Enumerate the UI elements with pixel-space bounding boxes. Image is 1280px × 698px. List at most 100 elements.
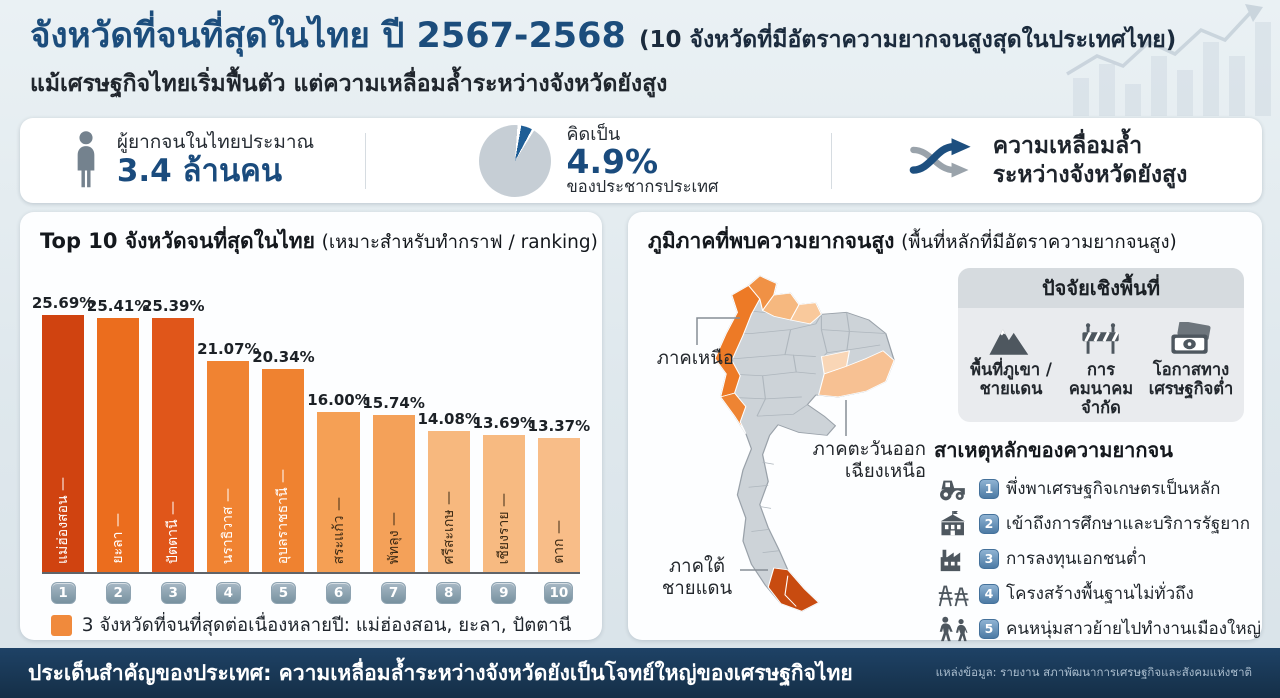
footer: ประเด็นสำคัญของประเทศ: ความเหลื่อมล้ำระห… (0, 648, 1280, 698)
rank-badge: 2 (105, 582, 131, 604)
bar-province-label: ปัตตานี — (165, 501, 182, 564)
rank-badge-cell: 7 (373, 582, 415, 604)
page-subtitle: แม้เศรษฐกิจไทยเริ่มฟื้นตัว แต่ความเหลื่อ… (30, 71, 668, 97)
bar-value-label: 25.41% (86, 297, 150, 315)
migration-icon (934, 615, 972, 642)
stat-inequality-line1: ความเหลื่อมล้ำ (992, 133, 1143, 160)
region-label-northeast: ภาคตะวันออก เฉียงเหนือ (812, 439, 926, 482)
bar-value-label: 21.07% (197, 340, 260, 358)
rank-badge-cell: 8 (428, 582, 470, 604)
bar-value-label: 20.34% (252, 348, 315, 366)
bar-column: 25.39% ปัตตานี — (142, 297, 204, 572)
decorative-trend-chart (1066, 4, 1271, 116)
cause-item: 2 เข้าถึงการศึกษาและบริการรัฐยาก (934, 510, 1259, 537)
cause-number-badge: 3 (979, 548, 999, 569)
stat-poor-value: 3.4 ล้านคน (116, 152, 283, 189)
rank-badge: 5 (270, 582, 296, 604)
bar: ยะลา — (97, 318, 140, 572)
rank-badge-cell: 10 (538, 582, 580, 604)
area-factors-list: พื้นที่ภูเขา / ชายแดน การคมนาคม จำกัด โอ… (958, 308, 1244, 418)
rank-badge-cell: 6 (317, 582, 359, 604)
map-panel-title: ภูมิภาคที่พบความยากจนสูง (พื้นที่หลักที่… (648, 225, 1177, 258)
bar: ตาก — (537, 438, 580, 572)
factory-icon (934, 545, 972, 572)
bar: ปัตตานี — (152, 318, 195, 572)
bar-province-label: ศรีสะเกษ — (440, 490, 457, 564)
rank-badge: 10 (544, 582, 574, 604)
pylon-icon (934, 580, 972, 607)
rank-badge-cell: 2 (97, 582, 139, 604)
region-connector-lines (696, 317, 847, 571)
map-title-note: (พื้นที่หลักที่มีอัตราความยากจนสูง) (901, 232, 1177, 253)
cause-item: 5 คนหนุ่มสาวย้ายไปทำงานเมืองใหญ่ (934, 615, 1262, 642)
page-title-main: จังหวัดที่จนที่สุดในไทย ปี 2567-2568 (30, 16, 626, 56)
bar-province-label: ตาก — (550, 520, 567, 564)
area-factors-title: ปัจจัยเชิงพื้นที่ (958, 268, 1244, 308)
stat-poor-label: ผู้ยากจนในไทยประมาณ (116, 130, 315, 153)
cause-number-badge: 1 (979, 478, 999, 499)
cause-item: 4 โครงสร้างพื้นฐานไม่ทั่วถึง (934, 580, 1259, 607)
divider (831, 132, 832, 189)
bar: สระแก้ว — (317, 412, 360, 572)
bar-value-label: 13.69% (472, 414, 536, 432)
stat-inequality: ความเหลื่อมล้ำ ระหว่างจังหวัดยังสูง (832, 118, 1262, 203)
rank-badge: 1 (50, 582, 76, 604)
bar: ศรีสะเกษ — (427, 431, 470, 572)
bar: นราธิวาส — (207, 361, 250, 572)
rank-badge-row: 1 2 3 4 5 6 7 8 9 10 (42, 582, 580, 604)
rank-badge: 7 (381, 582, 407, 604)
barrier-icon (1056, 318, 1146, 356)
thailand-map (696, 275, 895, 612)
factor-label: โอกาสทาง เศรษฐกิจต่ำ (1148, 360, 1234, 398)
bar-column: 16.00% สระแก้ว — (307, 391, 370, 572)
bar: เชียงราย — (482, 435, 525, 572)
stat-share-sub: ของประชากรประเทศ (566, 177, 719, 197)
bar-column: 25.69% แม่ฮ่องสอน — (32, 294, 94, 572)
cause-text: การลงทุนเอกชนต่ำ (1006, 549, 1147, 569)
bar-column: 15.74% พัทลุง — (362, 394, 425, 572)
bar: แม่ฮ่องสอน — (42, 315, 85, 572)
cause-number-badge: 4 (979, 583, 999, 604)
rank-badge-cell: 1 (42, 582, 84, 604)
region-label-south: ภาคใต้ ชายแดน (661, 556, 733, 599)
factor-item: โอกาสทาง เศรษฐกิจต่ำ (1146, 318, 1236, 418)
footer-headline: ประเด็นสำคัญของประเทศ: ความเหลื่อมล้ำระห… (28, 660, 853, 685)
bar-value-label: 14.08% (417, 410, 480, 428)
bar-province-label: สระแก้ว — (330, 496, 347, 564)
footer-source: แหล่งข้อมูล: รายงาน สภาพัฒนาการเศรษฐกิจแ… (935, 665, 1252, 679)
banknote-icon (1146, 318, 1236, 356)
poverty-causes: สาเหตุหลักของความยากจน 1 พึ่งพาเศรษฐกิจเก… (934, 434, 1262, 650)
bar-chart-title: Top 10 จังหวัดจนที่สุดในไทย (เหมาะสำหรับ… (40, 225, 598, 258)
bar-province-label: ยะลา — (110, 513, 127, 564)
bar-value-label: 16.00% (307, 391, 370, 409)
bar-chart-panel: Top 10 จังหวัดจนที่สุดในไทย (เหมาะสำหรับ… (20, 212, 602, 640)
map-title-main: ภูมิภาคที่พบความยากจนสูง (648, 229, 895, 253)
bar-column: 21.07% นราธิวาส — (197, 340, 260, 572)
school-icon (934, 510, 972, 537)
cause-item: 1 พึ่งพาเศรษฐกิจเกษตรเป็นหลัก (934, 475, 1259, 502)
page-title-parenthetical: (10 จังหวัดที่มีอัตราความยากจนสูงสุดในปร… (638, 27, 1177, 53)
area-factors-box: ปัจจัยเชิงพื้นที่ พื้นที่ภูเขา / ชายแดน … (958, 268, 1244, 422)
stat-share-value: 4.9% (566, 142, 659, 182)
rank-badge: 8 (436, 582, 462, 604)
tractor-icon (934, 475, 972, 502)
bar-column: 13.37% ตาก — (528, 417, 590, 572)
bar-chart-columns: 25.69% แม่ฮ่องสอน — 25.41% ยะลา — 25.39% ปัตต… (32, 270, 590, 574)
rank-badge: 3 (160, 582, 186, 604)
bar-province-label: เชียงราย — (495, 492, 512, 564)
cause-text: คนหนุ่มสาวย้ายไปทำงานเมืองใหญ่ (1006, 619, 1262, 639)
legend-swatch (50, 615, 72, 636)
cause-text: เข้าถึงการศึกษาและบริการรัฐยาก (1006, 514, 1251, 534)
bar: พัทลุง — (372, 415, 415, 572)
bar-value-label: 13.37% (527, 417, 591, 435)
rank-badge: 6 (326, 582, 352, 604)
page-title: จังหวัดที่จนที่สุดในไทย ปี 2567-2568 (10… (30, 8, 1176, 63)
bar-province-label: อุบลราชธานี — (275, 468, 292, 564)
cause-text: พึ่งพาเศรษฐกิจเกษตรเป็นหลัก (1006, 479, 1221, 499)
bar-province-label: พัทลุง — (385, 511, 402, 564)
person-icon (71, 130, 101, 192)
cause-number-badge: 2 (979, 513, 999, 534)
cause-text: โครงสร้างพื้นฐานไม่ทั่วถึง (1006, 584, 1194, 604)
factor-label: การคมนาคม จำกัด (1068, 360, 1134, 417)
region-label-north: ภาคเหนือ (656, 348, 734, 369)
